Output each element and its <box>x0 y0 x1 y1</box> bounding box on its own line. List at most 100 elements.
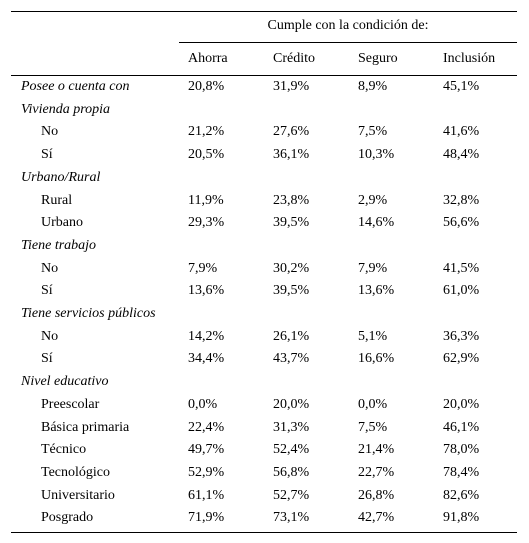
value-cell: 71,9% <box>188 510 225 526</box>
value-cell: 10,3% <box>358 147 395 163</box>
value-cell: 32,8% <box>443 192 480 208</box>
value-cell: 7,5% <box>358 419 388 435</box>
row-label: Vivienda propia <box>21 101 111 117</box>
value-cell: 7,9% <box>358 260 388 276</box>
value-cell: 0,0% <box>188 396 218 412</box>
section-row: Posee o cuenta con 20,8% 31,9% 8,9% 45,1% <box>11 76 517 98</box>
value-cell: 52,4% <box>273 442 310 458</box>
value-cell: 7,5% <box>358 124 388 140</box>
row-label: Sí <box>41 351 53 367</box>
value-cell: 91,8% <box>443 510 480 526</box>
table-row: No 14,2% 26,1% 5,1% 36,3% <box>11 326 517 348</box>
column-header-seguro: Seguro <box>358 51 398 66</box>
value-cell: 78,0% <box>443 442 480 458</box>
value-cell: 23,8% <box>273 192 310 208</box>
value-cell: 41,6% <box>443 124 480 140</box>
row-label: Tecnológico <box>41 464 110 480</box>
value-cell: 14,6% <box>358 215 395 231</box>
value-cell: 11,9% <box>188 192 224 208</box>
value-cell: 7,9% <box>188 260 218 276</box>
value-cell: 29,3% <box>188 215 225 231</box>
header-bottom-rule <box>11 75 517 76</box>
value-cell: 16,6% <box>358 351 395 367</box>
value-cell: 22,4% <box>188 419 225 435</box>
table-bottom-rule <box>11 532 517 533</box>
value-cell: 8,9% <box>358 79 388 94</box>
table-row: Rural 11,9% 23,8% 2,9% 32,8% <box>11 190 517 212</box>
value-cell: 20,5% <box>188 147 225 163</box>
row-label: Técnico <box>41 442 87 458</box>
table-row: Posgrado 71,9% 73,1% 42,7% 91,8% <box>11 507 517 529</box>
row-label: Posgrado <box>41 510 94 526</box>
row-label: Urbano/Rural <box>21 169 101 185</box>
value-cell: 62,9% <box>443 351 480 367</box>
table-row: Tecnológico 52,9% 56,8% 22,7% 78,4% <box>11 462 517 484</box>
value-cell: 39,5% <box>273 283 310 299</box>
value-cell: 2,9% <box>358 192 388 208</box>
row-label: No <box>41 124 59 140</box>
value-cell: 49,7% <box>188 442 225 458</box>
value-cell: 61,0% <box>443 283 480 299</box>
column-header-ahorra: Ahorra <box>188 51 228 66</box>
value-cell: 20,0% <box>273 396 310 412</box>
value-cell: 73,1% <box>273 510 310 526</box>
row-label: Básica primaria <box>41 419 130 435</box>
table-row: Sí 13,6% 39,5% 13,6% 61,0% <box>11 280 517 302</box>
table-row: Técnico 49,7% 52,4% 21,4% 78,0% <box>11 439 517 461</box>
value-cell: 61,1% <box>188 487 225 503</box>
row-label: Nivel educativo <box>21 374 109 390</box>
row-label: Posee o cuenta con <box>21 79 130 94</box>
table-row: Básica primaria 22,4% 31,3% 7,5% 46,1% <box>11 417 517 439</box>
value-cell: 30,2% <box>273 260 310 276</box>
group-header: Cumple con la condición de: <box>267 18 429 33</box>
value-cell: 5,1% <box>358 328 388 344</box>
value-cell: 42,7% <box>358 510 395 526</box>
table-row: Preescolar 0,0% 20,0% 0,0% 20,0% <box>11 394 517 416</box>
value-cell: 26,1% <box>273 328 310 344</box>
value-cell: 52,9% <box>188 464 225 480</box>
value-cell: 27,6% <box>273 124 310 140</box>
table-top-rule <box>11 11 517 12</box>
table-row: No 21,2% 27,6% 7,5% 41,6% <box>11 121 517 143</box>
value-cell: 43,7% <box>273 351 310 367</box>
value-cell: 41,5% <box>443 260 480 276</box>
row-label: Rural <box>41 192 73 208</box>
value-cell: 21,4% <box>358 442 395 458</box>
value-cell: 26,8% <box>358 487 395 503</box>
value-cell: 0,0% <box>358 396 388 412</box>
section-row: Tiene trabajo <box>11 235 517 257</box>
section-row: Nivel educativo <box>11 371 517 393</box>
section-row: Tiene servicios públicos <box>11 303 517 325</box>
value-cell: 82,6% <box>443 487 480 503</box>
value-cell: 56,8% <box>273 464 310 480</box>
value-cell: 78,4% <box>443 464 480 480</box>
table-row: Urbano 29,3% 39,5% 14,6% 56,6% <box>11 212 517 234</box>
value-cell: 39,5% <box>273 215 310 231</box>
value-cell: 34,4% <box>188 351 225 367</box>
value-cell: 45,1% <box>443 79 480 94</box>
row-label: Sí <box>41 283 53 299</box>
value-cell: 20,8% <box>188 79 225 94</box>
value-cell: 14,2% <box>188 328 225 344</box>
row-label: Urbano <box>41 215 83 231</box>
value-cell: 21,2% <box>188 124 225 140</box>
column-header-credito: Crédito <box>273 51 315 66</box>
section-row: Vivienda propia <box>11 99 517 121</box>
row-label: No <box>41 328 59 344</box>
value-cell: 36,3% <box>443 328 480 344</box>
value-cell: 56,6% <box>443 215 480 231</box>
row-label: Sí <box>41 147 53 163</box>
row-label: Tiene trabajo <box>21 237 97 253</box>
group-header-rule <box>179 42 517 43</box>
value-cell: 31,9% <box>273 79 310 94</box>
value-cell: 13,6% <box>188 283 225 299</box>
value-cell: 36,1% <box>273 147 310 163</box>
value-cell: 52,7% <box>273 487 310 503</box>
row-label: No <box>41 260 59 276</box>
row-label: Universitario <box>41 487 115 503</box>
table-row: Sí 34,4% 43,7% 16,6% 62,9% <box>11 348 517 370</box>
value-cell: 13,6% <box>358 283 395 299</box>
value-cell: 20,0% <box>443 396 480 412</box>
value-cell: 46,1% <box>443 419 480 435</box>
table-row: Universitario 61,1% 52,7% 26,8% 82,6% <box>11 485 517 507</box>
